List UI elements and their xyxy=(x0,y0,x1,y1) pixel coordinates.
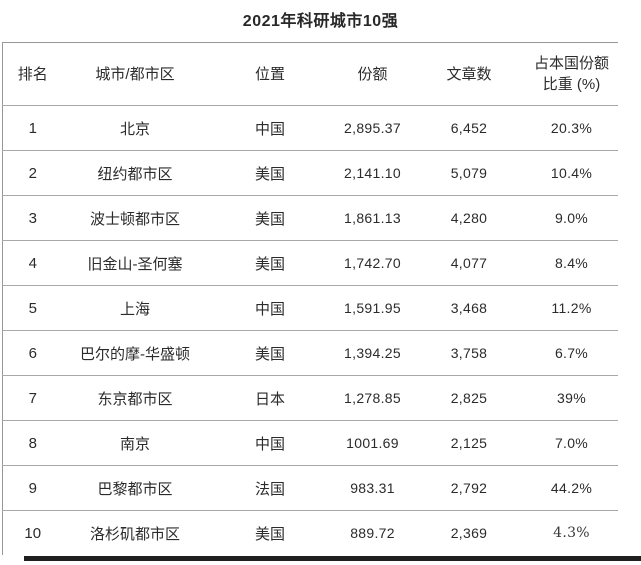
cell-share: 983.31 xyxy=(332,465,413,511)
table-row: 2 纽约都市区 美国 2,141.10 5,079 10.4% xyxy=(2,150,618,196)
header-rank: 排名 xyxy=(2,42,63,106)
table-row: 4 旧金山-圣何塞 美国 1,742.70 4,077 8.4% xyxy=(2,240,618,286)
table-row: 6 巴尔的摩-华盛顿 美国 1,394.25 3,758 6.7% xyxy=(2,330,618,376)
cell-share: 2,141.10 xyxy=(332,150,413,196)
cell-city: 北京 xyxy=(62,105,208,151)
research-cities-table: 排名 城市/都市区 位置 份额 文章数 占本国份额比重 (%) 1 北京 中国 2,8… xyxy=(2,42,618,555)
cell-articles: 5,079 xyxy=(412,150,526,196)
table-row: 3 波士顿都市区 美国 1,861.13 4,280 9.0% xyxy=(2,195,618,241)
cell-location: 美国 xyxy=(254,525,285,543)
cell-articles: 4,280 xyxy=(412,195,526,241)
cell-rank: 8 xyxy=(2,420,63,466)
cell-percent: 4.3% xyxy=(553,525,590,541)
cell-location: 美国 xyxy=(207,195,333,241)
cell-percent: 10.4% xyxy=(525,150,618,196)
cell-city: 旧金山-圣何塞 xyxy=(62,240,208,286)
cell-location: 中国 xyxy=(207,420,333,466)
cell-percent: 6.7% xyxy=(525,330,618,376)
cell-city: 上海 xyxy=(62,285,208,331)
cell-articles: 2,825 xyxy=(412,375,526,421)
cell-rank: 1 xyxy=(2,105,63,151)
cell-articles: 2,125 xyxy=(412,420,526,466)
header-location: 位置 xyxy=(207,42,333,106)
bottom-border-bar xyxy=(24,556,641,561)
cell-articles: 2,369 xyxy=(450,525,488,541)
cell-share: 1,742.70 xyxy=(332,240,413,286)
cell-location: 美国 xyxy=(207,330,333,376)
cell-articles: 3,758 xyxy=(412,330,526,376)
cell-percent: 11.2% xyxy=(525,285,618,331)
table-row: 1 北京 中国 2,895.37 6,452 20.3% xyxy=(2,105,618,151)
header-city: 城市/都市区 xyxy=(62,42,208,106)
cell-share: 1,278.85 xyxy=(332,375,413,421)
cell-location: 美国 xyxy=(207,150,333,196)
cell-share: 1,861.13 xyxy=(332,195,413,241)
table-row: 7 东京都市区 日本 1,278.85 2,825 39% xyxy=(2,375,618,421)
cell-location: 日本 xyxy=(207,375,333,421)
cell-location: 中国 xyxy=(207,105,333,151)
cell-articles: 6,452 xyxy=(412,105,526,151)
table-row: 8 南京 中国 1001.69 2,125 7.0% xyxy=(2,420,618,466)
cell-percent: 44.2% xyxy=(525,465,618,511)
cell-articles: 4,077 xyxy=(412,240,526,286)
cell-location: 法国 xyxy=(207,465,333,511)
page-title: 2021年科研城市10强 xyxy=(242,13,399,30)
cell-city: 洛杉矶都市区 xyxy=(89,525,180,543)
cell-percent: 8.4% xyxy=(525,240,618,286)
cell-share: 1,591.95 xyxy=(332,285,413,331)
cell-rank: 6 xyxy=(2,330,63,376)
cell-city: 巴黎都市区 xyxy=(62,465,208,511)
cell-articles: 2,792 xyxy=(412,465,526,511)
table-header: 排名 城市/都市区 位置 份额 文章数 占本国份额比重 (%) xyxy=(2,42,618,106)
header-share: 份额 xyxy=(332,42,413,106)
header-percent: 占本国份额比重 (%) xyxy=(525,42,618,106)
cell-share: 1001.69 xyxy=(332,420,413,466)
cell-rank: 10 xyxy=(24,524,42,542)
cell-percent: 9.0% xyxy=(525,195,618,241)
cell-rank: 4 xyxy=(2,240,63,286)
table-row: 9 巴黎都市区 法国 983.31 2,792 44.2% xyxy=(2,465,618,511)
cell-rank: 5 xyxy=(2,285,63,331)
cell-percent: 39% xyxy=(525,375,618,421)
cell-share: 889.72 xyxy=(350,525,395,541)
cell-city: 巴尔的摩-华盛顿 xyxy=(62,330,208,376)
cell-rank: 2 xyxy=(2,150,63,196)
table-row: 10 洛杉矶都市区 美国 889.72 2,369 4.3% xyxy=(3,511,618,556)
header-row: 排名 城市/都市区 位置 份额 文章数 占本国份额比重 (%) xyxy=(2,42,618,106)
table-row: 5 上海 中国 1,591.95 3,468 11.2% xyxy=(2,285,618,331)
cell-city: 纽约都市区 xyxy=(62,150,208,196)
cell-articles: 3,468 xyxy=(412,285,526,331)
cell-share: 1,394.25 xyxy=(332,330,413,376)
cell-percent: 20.3% xyxy=(525,105,618,151)
header-articles: 文章数 xyxy=(412,42,526,106)
cell-rank: 9 xyxy=(2,465,63,511)
cell-rank: 3 xyxy=(2,195,63,241)
cell-city: 南京 xyxy=(62,420,208,466)
cell-percent: 7.0% xyxy=(525,420,618,466)
cell-location: 美国 xyxy=(207,240,333,286)
cell-city: 波士顿都市区 xyxy=(62,195,208,241)
cell-location: 中国 xyxy=(207,285,333,331)
cell-rank: 7 xyxy=(2,375,63,421)
cell-city: 东京都市区 xyxy=(62,375,208,421)
table-body: 1 北京 中国 2,895.37 6,452 20.3% 2 纽约都市区 美国 2,141.10 5… xyxy=(2,105,618,556)
cell-share: 2,895.37 xyxy=(332,105,413,151)
